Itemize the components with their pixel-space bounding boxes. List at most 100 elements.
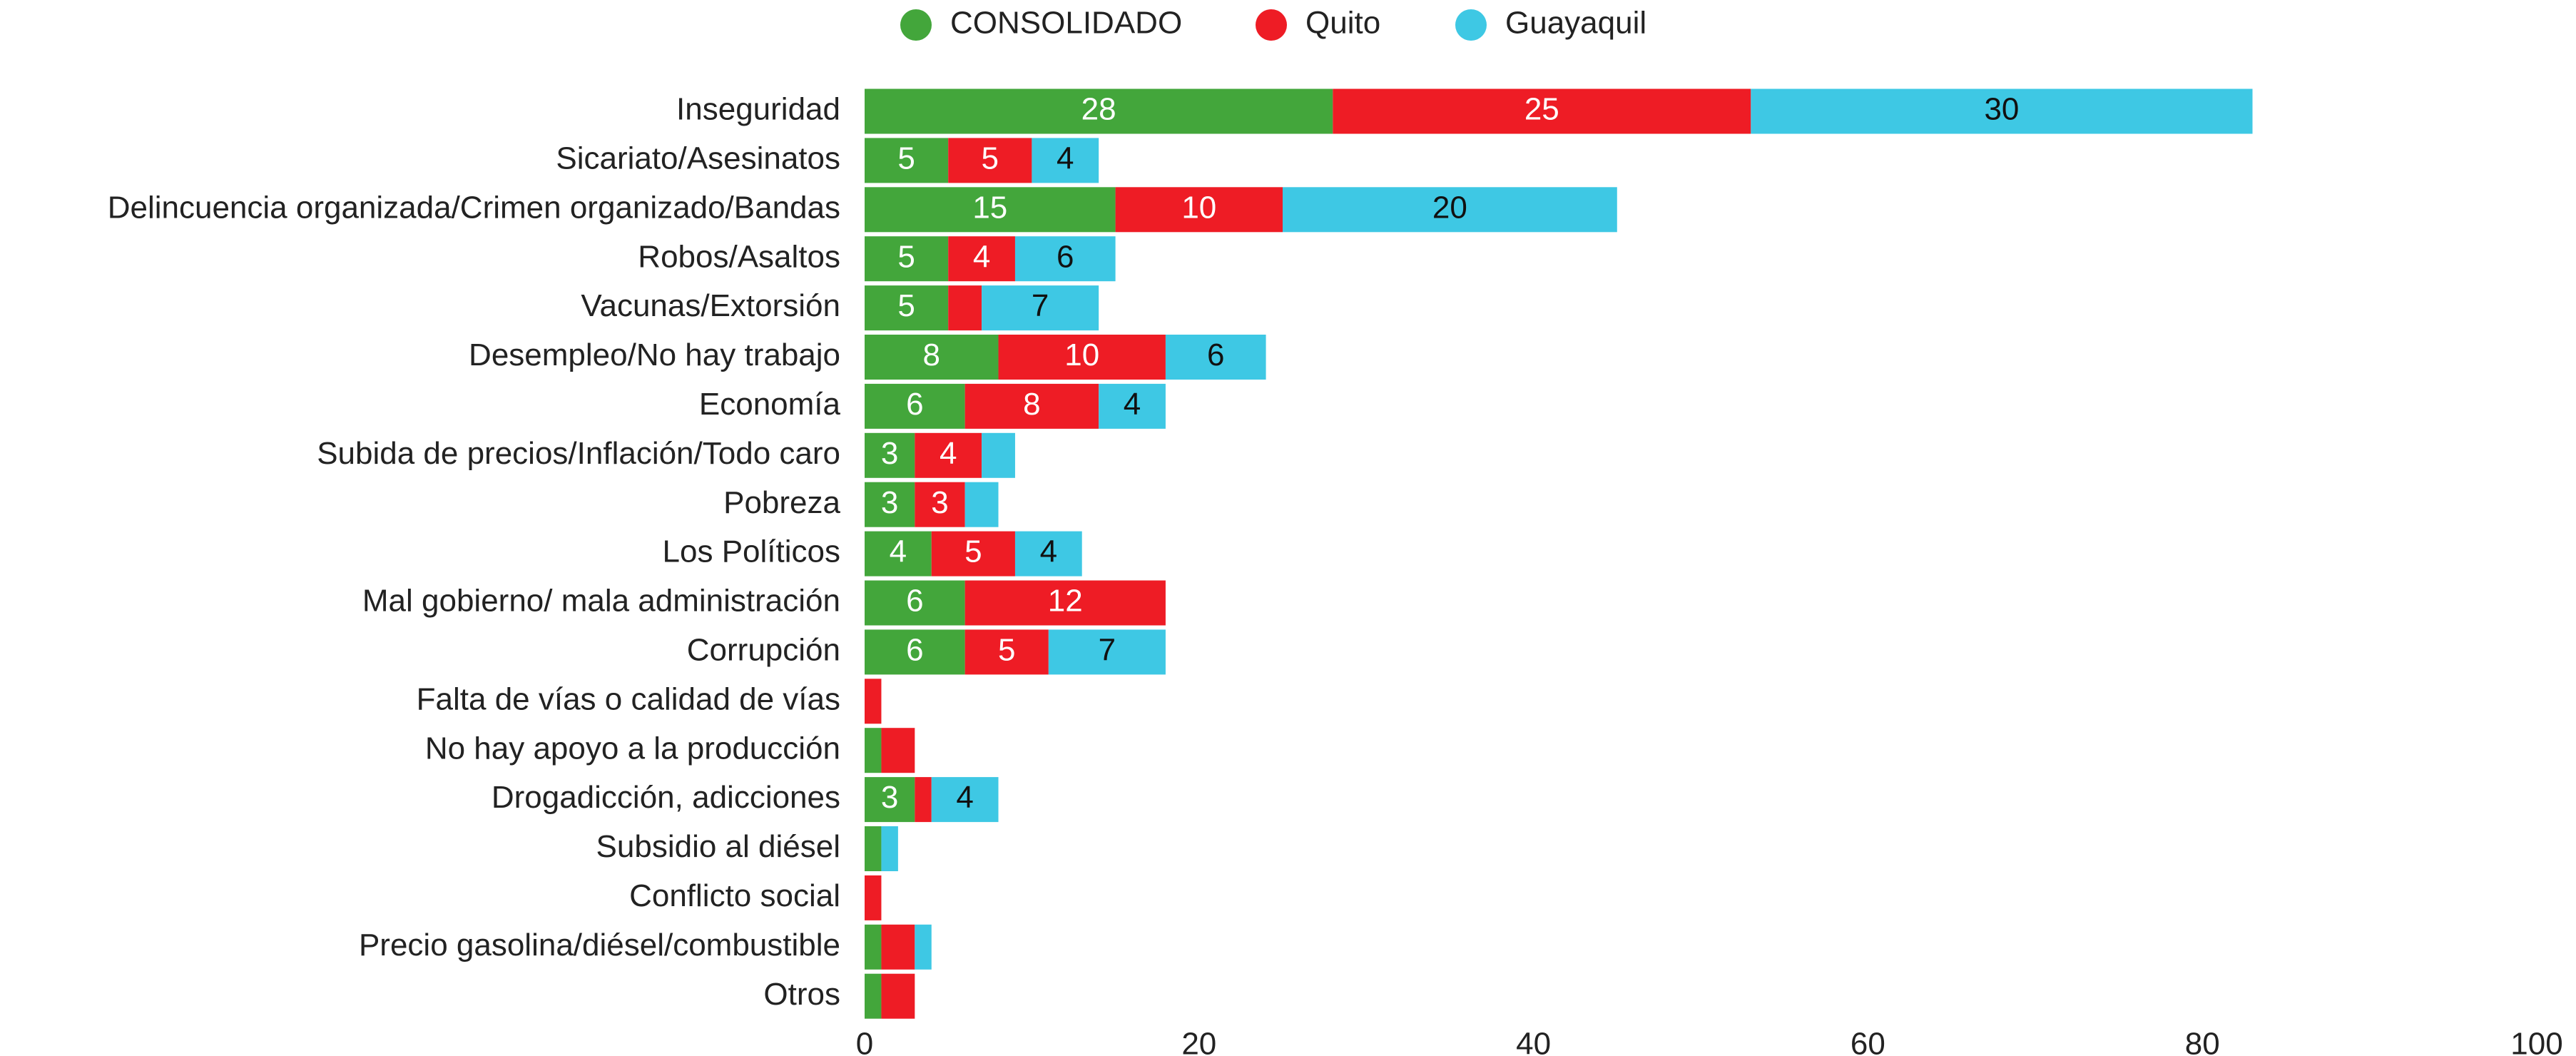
- category-label: Sicariato/Asesinatos: [556, 141, 840, 176]
- x-tick-label: 100: [2510, 1027, 2562, 1056]
- bar-segment: [998, 335, 1166, 380]
- legend-swatch: [1256, 9, 1287, 41]
- value-label: 15: [972, 190, 1007, 225]
- bar-segment: [865, 285, 949, 331]
- value-label: 4: [973, 239, 990, 274]
- legend-swatch: [1455, 9, 1487, 41]
- value-label: 3: [931, 485, 948, 520]
- value-label: 12: [1048, 584, 1083, 619]
- value-label: 7: [1032, 288, 1049, 323]
- bar-segment: [964, 482, 999, 527]
- value-label: 4: [1040, 534, 1057, 569]
- bar-segment: [931, 777, 999, 823]
- bar-segment: [1032, 138, 1099, 183]
- bar-segment: [881, 973, 915, 1019]
- value-label: 6: [906, 387, 923, 422]
- value-label: 4: [1057, 141, 1074, 176]
- bar-segment: [1333, 88, 1751, 134]
- bar-segment: [964, 383, 1099, 429]
- bar-segment: [1115, 187, 1283, 233]
- value-label: 7: [1099, 633, 1116, 668]
- bar-segment: [982, 432, 1015, 478]
- value-label: 25: [1524, 92, 1559, 127]
- bar-segment: [881, 924, 915, 970]
- bar-segment: [1751, 88, 2253, 134]
- value-label: 6: [1207, 337, 1224, 372]
- category-label: Otros: [763, 977, 840, 1012]
- legend-label: Guayaquil: [1505, 6, 1646, 41]
- x-tick-label: 80: [2185, 1027, 2220, 1056]
- value-label: 4: [890, 534, 907, 569]
- bar-segment: [865, 335, 999, 380]
- bar-segment: [881, 728, 915, 773]
- bar-segment: [865, 580, 965, 626]
- bar-segment: [931, 531, 1015, 577]
- legend-label: Quito: [1305, 6, 1380, 41]
- bar-segment: [1014, 236, 1116, 282]
- category-label: Subida de precios/Inflación/Todo caro: [317, 436, 840, 471]
- bar-segment: [1014, 531, 1082, 577]
- value-label: 3: [881, 436, 898, 471]
- value-label: 6: [906, 584, 923, 619]
- value-label: 5: [897, 239, 915, 274]
- bar-segment: [1165, 335, 1266, 380]
- bar-segment: [982, 285, 1099, 331]
- bar-segment: [865, 728, 882, 773]
- bar-segment: [865, 531, 932, 577]
- category-label: No hay apoyo a la producción: [425, 731, 840, 766]
- category-label: Conflicto social: [629, 878, 840, 913]
- bar-segment: [865, 383, 965, 429]
- value-label: 4: [1124, 387, 1141, 422]
- bar-segment: [865, 629, 965, 675]
- x-tick-label: 40: [1516, 1027, 1551, 1056]
- category-label: Precio gasolina/diésel/combustible: [359, 928, 840, 963]
- bar-segment: [865, 432, 915, 478]
- category-label: Falta de vías o calidad de vías: [417, 681, 840, 716]
- category-label: Economía: [699, 387, 841, 422]
- value-label: 8: [1023, 387, 1040, 422]
- value-label: 4: [940, 436, 957, 471]
- bar-segment: [881, 826, 898, 871]
- category-label: Robos/Asaltos: [638, 239, 840, 274]
- bar-segment: [865, 679, 882, 724]
- bar-segment: [865, 138, 949, 183]
- value-label: 8: [923, 337, 940, 372]
- value-label: 3: [881, 485, 898, 520]
- category-label: Subsidio al diésel: [596, 829, 840, 864]
- bar-segment: [915, 924, 932, 970]
- category-label: Los Políticos: [663, 534, 840, 569]
- bar-segment: [915, 432, 982, 478]
- value-label: 10: [1064, 337, 1099, 372]
- value-label: 4: [956, 780, 973, 815]
- value-label: 10: [1181, 190, 1216, 225]
- bar-segment: [915, 777, 932, 823]
- value-label: 5: [897, 141, 915, 176]
- category-label: Pobreza: [723, 485, 840, 520]
- category-label: Inseguridad: [676, 92, 840, 127]
- x-tick-label: 20: [1181, 1027, 1216, 1056]
- value-label: 30: [1984, 92, 2019, 127]
- category-label: Drogadicción, adicciones: [492, 780, 840, 815]
- bar-segment: [865, 88, 1333, 134]
- bar-segment: [865, 924, 882, 970]
- legend-swatch: [900, 9, 932, 41]
- bar-segment: [865, 777, 915, 823]
- bar-segment: [1048, 629, 1166, 675]
- category-label: Desempleo/No hay trabajo: [469, 337, 840, 372]
- value-label: 20: [1432, 190, 1467, 225]
- value-label: 6: [906, 633, 923, 668]
- bar-segment: [964, 580, 1166, 626]
- value-label: 5: [982, 141, 999, 176]
- bar-segment: [948, 138, 1032, 183]
- value-label: 3: [881, 780, 898, 815]
- category-label: Corrupción: [687, 633, 840, 668]
- value-label: 5: [897, 288, 915, 323]
- category-label: Vacunas/Extorsión: [581, 288, 840, 323]
- bar-segment: [865, 187, 1116, 233]
- value-label: 5: [964, 534, 982, 569]
- bar-segment: [865, 826, 882, 871]
- value-label: 5: [998, 633, 1015, 668]
- category-label: Delincuencia organizada/Crimen organizad…: [108, 190, 840, 225]
- bar-segment: [865, 482, 915, 527]
